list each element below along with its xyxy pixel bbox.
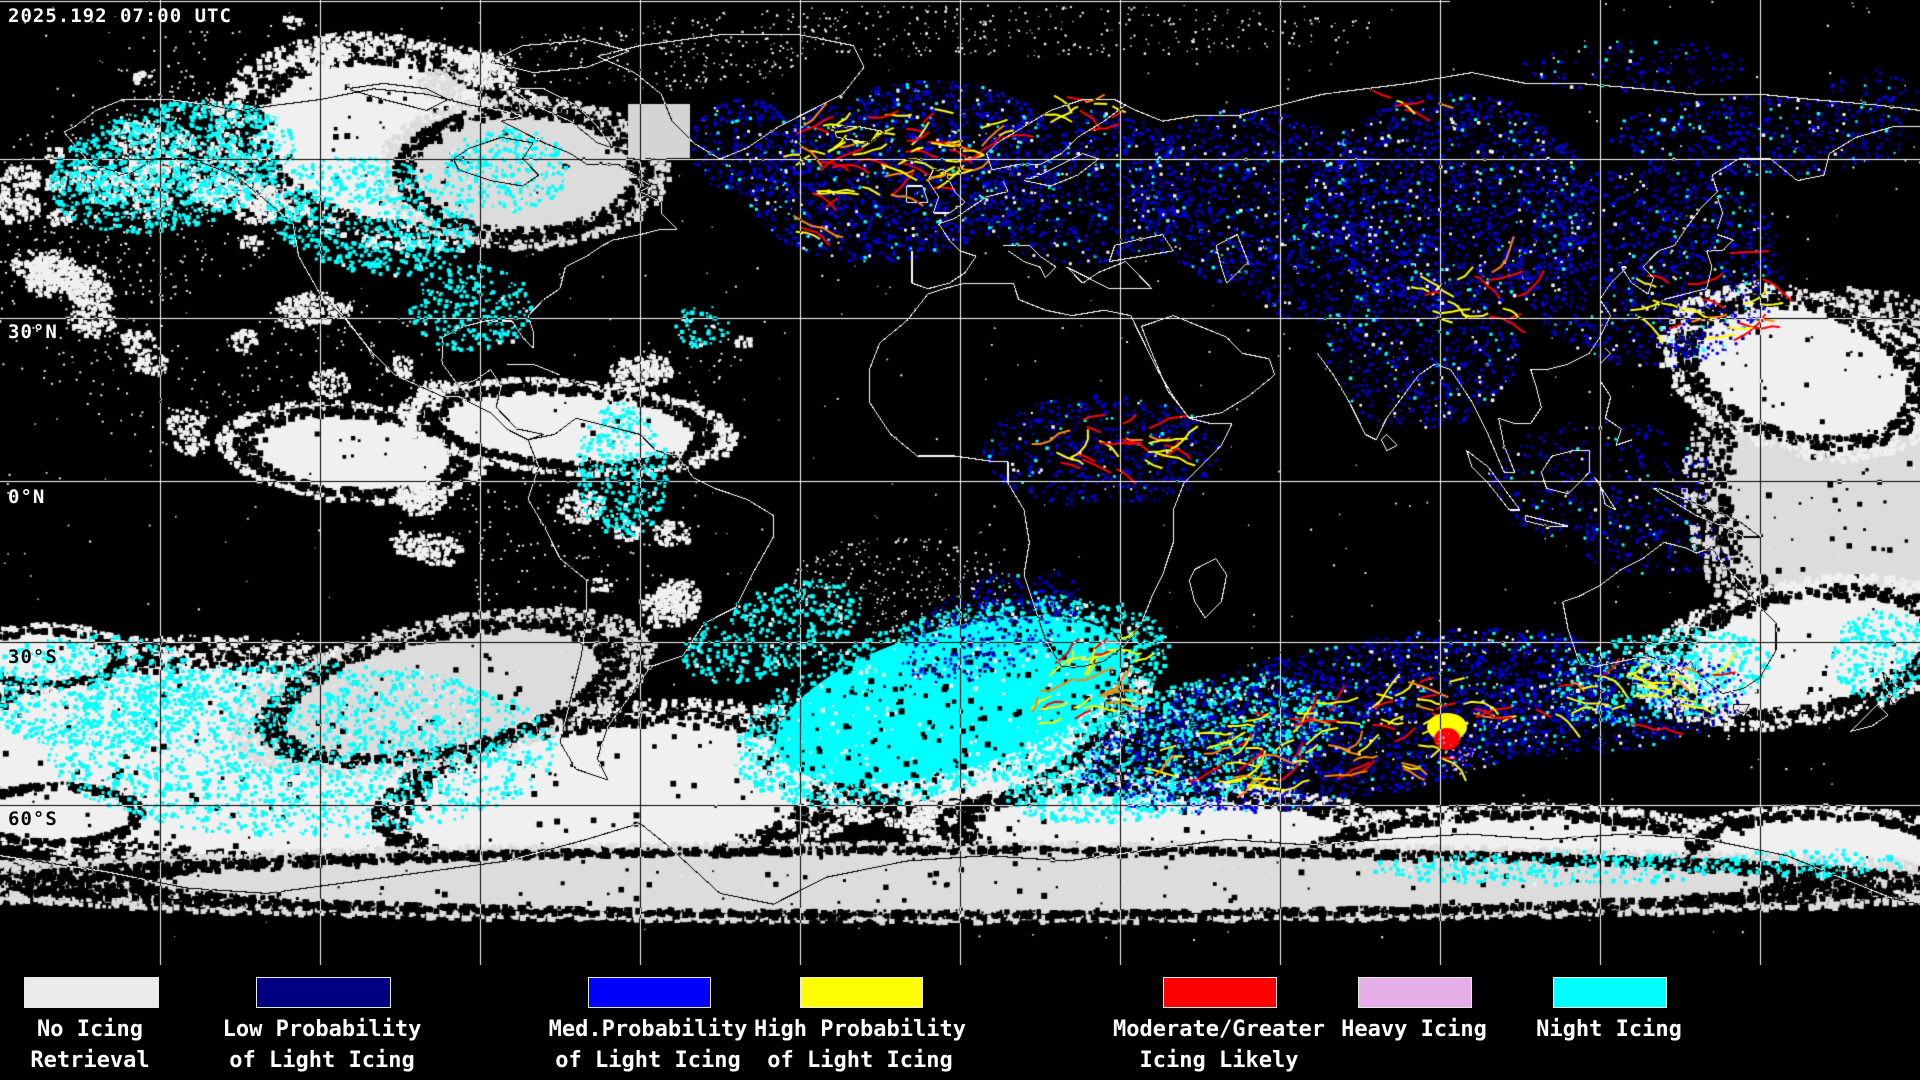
- legend-label-line: of Light Icing: [767, 1048, 953, 1073]
- legend-label: High Probability of Light Icing: [630, 1014, 1090, 1076]
- legend-label-line: Night Icing: [1536, 1017, 1682, 1042]
- legend-label-line: of Light Icing: [555, 1048, 741, 1073]
- icing-map: 2025.192 07:00 UTC 30°N 0°N 30°S 60°S: [0, 0, 1920, 965]
- legend-swatch: [799, 977, 923, 1008]
- legend-label-line: High Probability: [754, 1017, 966, 1042]
- legend: No Icing Retrieval Low Probability of Light…: [0, 965, 1920, 1080]
- legend-label: No Icing Retrieval: [0, 1014, 320, 1076]
- legend-label-line: Retrieval: [30, 1048, 150, 1073]
- legend-label: Night Icing: [1379, 1014, 1839, 1045]
- legend-swatch: [255, 977, 391, 1008]
- legend-swatch: [587, 977, 711, 1008]
- legend-label: Med.Probability of Light Icing: [418, 1014, 878, 1076]
- legend-label-line: of Light Icing: [229, 1048, 415, 1073]
- legend-swatch: [23, 977, 159, 1008]
- legend-label-line: Heavy Icing: [1341, 1017, 1487, 1042]
- legend-label-line: Med.Probability: [548, 1017, 748, 1042]
- lat-label: 60°S: [8, 808, 58, 830]
- timestamp-label: 2025.192 07:00 UTC: [8, 5, 232, 27]
- map-canvas: [0, 0, 1920, 965]
- legend-swatch: [1553, 977, 1667, 1008]
- legend-label: Moderate/Greater Icing Likely: [989, 1014, 1449, 1076]
- legend-label-line: Icing Likely: [1139, 1048, 1299, 1073]
- lat-label: 0°N: [8, 486, 46, 508]
- legend-label: Low Probability of Light Icing: [92, 1014, 552, 1076]
- legend-label-line: No Icing: [37, 1017, 143, 1042]
- lat-label: 30°N: [8, 321, 58, 343]
- legend-label-line: Low Probability: [222, 1017, 422, 1042]
- legend-label-line: Moderate/Greater: [1113, 1017, 1325, 1042]
- legend-swatch: [1358, 977, 1472, 1008]
- legend-swatch: [1163, 977, 1277, 1008]
- lat-label: 30°S: [8, 646, 58, 668]
- legend-label: Heavy Icing: [1184, 1014, 1644, 1045]
